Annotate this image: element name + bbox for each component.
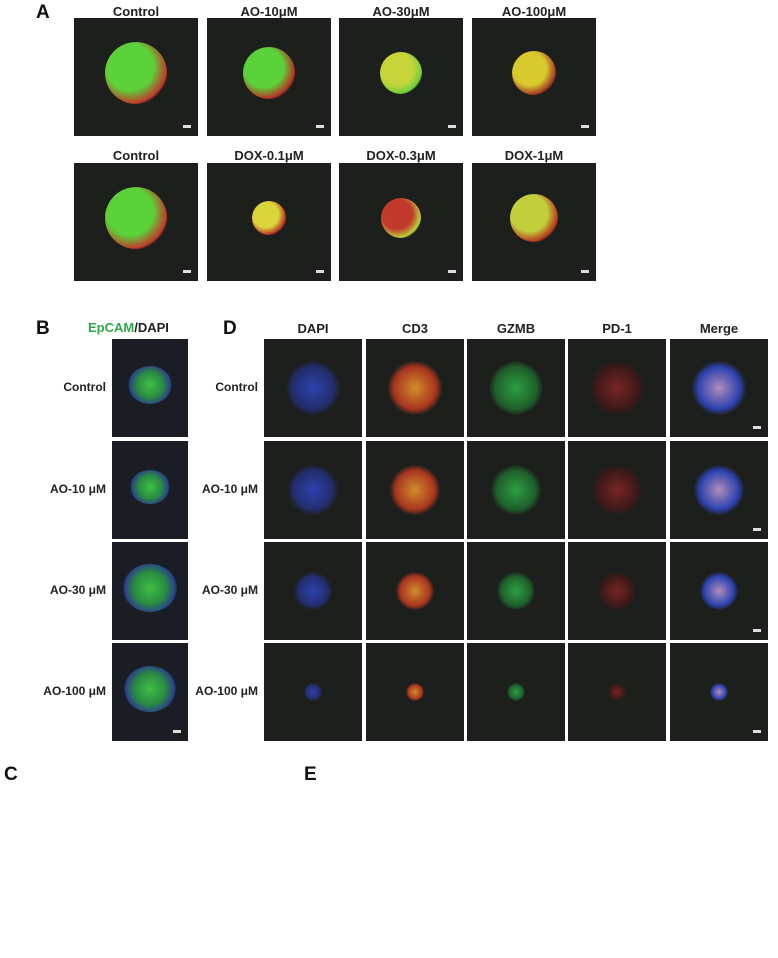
panel-d-row-label-3: AO-100 μM [195,684,258,698]
panel-letter-a: A [36,2,50,23]
panel-a-label-5: DOX-0.1μM [234,148,304,163]
scale-bar [753,426,761,429]
scale-bar [448,270,456,273]
epcam-image [112,643,188,741]
organoid-image [207,163,331,281]
marker-image [366,542,464,640]
scale-bar [183,270,191,273]
scale-bar [448,125,456,128]
panel-b-row-label-1: AO-10 μM [49,482,106,496]
panel-d-col-label-1: CD3 [401,321,428,336]
panel-a-label-7: DOX-1μM [504,148,564,163]
organoid-image [74,163,198,281]
organoid-image [339,18,463,136]
epcam-label: EpCAM [88,320,135,335]
marker-image [467,339,565,437]
scale-bar [173,730,181,733]
marker-image [467,441,565,539]
marker-image [670,441,768,539]
panel-b-row-label-0: Control [63,380,106,394]
marker-image [670,643,768,741]
panel-a-label-2: AO-30μM [372,4,430,19]
panel-d-row-label-1: AO-10 μM [201,482,258,496]
marker-image [670,542,768,640]
panel-d-col-label-0: DAPI [297,321,329,336]
panel-d-col-label-3: PD-1 [602,321,632,336]
marker-image [366,643,464,741]
marker-image [568,542,666,640]
panel-d-row-label-0: Control [215,380,258,394]
marker-image [568,643,666,741]
scale-bar [316,270,324,273]
panel-letter-c: C [4,764,18,785]
marker-image [264,542,362,640]
panel-letter-e: E [304,764,317,785]
scale-bar [753,528,761,531]
panel-d-row-label-2: AO-30 μM [201,583,258,597]
marker-image [467,542,565,640]
organoid-image [339,163,463,281]
panel-d-col-label-4: Merge [699,321,739,336]
panel-a-label-6: DOX-0.3μM [366,148,436,163]
marker-image [264,643,362,741]
epcam-image [112,441,188,539]
marker-image [366,339,464,437]
marker-image [264,339,362,437]
scale-bar [581,270,589,273]
marker-image [264,441,362,539]
panel-b-header: EpCAM/DAPI [88,320,169,335]
scale-bar [753,629,761,632]
scale-bar [183,125,191,128]
marker-image [467,643,565,741]
panel-b-row-label-3: AO-100 μM [43,684,106,698]
scale-bar [581,125,589,128]
marker-image [568,441,666,539]
panel-d-col-label-2: GZMB [496,321,536,336]
panel-a-label-1: AO-10μM [240,4,298,19]
panel-b-row-label-2: AO-30 μM [49,583,106,597]
organoid-image [472,18,596,136]
scale-bar [753,730,761,733]
panel-a-label-3: AO-100μM [501,4,567,19]
marker-image [670,339,768,437]
epcam-image [112,339,188,437]
marker-image [568,339,666,437]
panel-letter-b: B [36,318,50,339]
organoid-image [74,18,198,136]
organoid-image [207,18,331,136]
panel-letter-d: D [223,318,237,339]
panel-a-label-0: Control [112,4,160,19]
marker-image [366,441,464,539]
organoid-image [472,163,596,281]
dapi-label: /DAPI [134,320,169,335]
epcam-image [112,542,188,640]
scale-bar [316,125,324,128]
panel-a-label-4: Control [112,148,160,163]
